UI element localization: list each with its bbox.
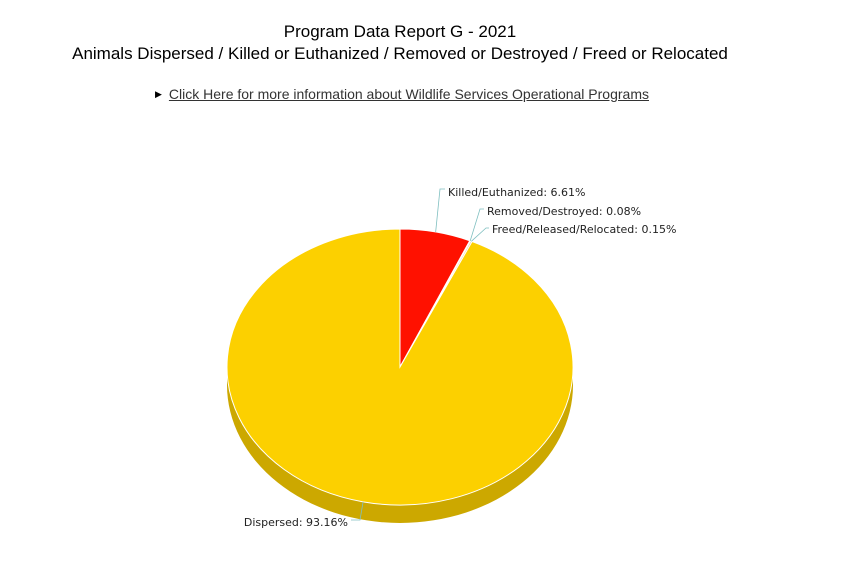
slice-label-2: Freed/Released/Relocated: 0.15%: [492, 223, 676, 236]
title-block: Program Data Report G - 2021 Animals Dis…: [0, 21, 800, 65]
leader-line-2: [471, 227, 489, 242]
info-link[interactable]: Click Here for more information about Wi…: [168, 86, 649, 102]
pie-slice-3[interactable]: [226, 228, 574, 506]
chart-title: Program Data Report G - 2021: [283, 22, 517, 41]
pie-leader-lines: [351, 188, 489, 521]
chart-subtitle: Animals Dispersed / Killed or Euthanized…: [72, 44, 728, 63]
slice-label-0: Killed/Euthanized: 6.61%: [448, 186, 585, 199]
leader-line-1: [469, 208, 484, 241]
slice-label-1: Removed/Destroyed: 0.08%: [487, 205, 641, 218]
info-link-row: ▶ Click Here for more information about W…: [155, 85, 649, 103]
leader-line-0: [435, 188, 445, 233]
pie-slices: [226, 228, 574, 506]
leader-line-3: [351, 501, 364, 521]
slice-label-3: Dispersed: 93.16%: [244, 516, 348, 529]
pie-labels: Killed/Euthanized: 6.61% Removed/Destroye…: [244, 186, 677, 529]
triangle-bullet-icon: ▶: [155, 89, 162, 99]
